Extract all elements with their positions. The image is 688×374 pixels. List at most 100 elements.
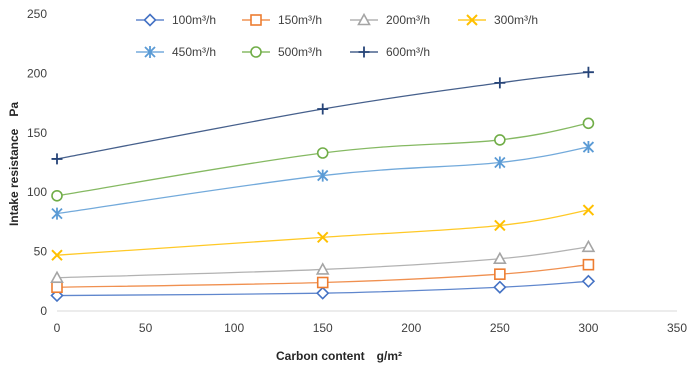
data-point <box>50 270 64 284</box>
y-axis-title: Intake resistance Pa <box>7 102 21 226</box>
data-point <box>143 13 157 27</box>
legend-item: 200m³/h <box>350 12 430 27</box>
point-marker <box>494 134 506 146</box>
point-marker <box>250 46 262 58</box>
data-point <box>582 66 594 78</box>
legend-label: 300m³/h <box>494 13 538 27</box>
legend-item: 300m³/h <box>458 13 538 27</box>
data-point <box>582 258 595 271</box>
data-point <box>582 141 595 154</box>
legend-item: 450m³/h <box>136 45 216 59</box>
point-marker <box>316 147 329 159</box>
point-marker <box>317 169 329 182</box>
point-marker <box>494 77 506 89</box>
x-tick-label: 200 <box>401 321 421 335</box>
data-point <box>317 103 329 115</box>
point-marker <box>316 276 329 289</box>
point-marker <box>51 249 63 261</box>
series-line <box>56 146 589 215</box>
x-tick-label: 150 <box>313 321 333 335</box>
series-line <box>56 246 589 279</box>
axes: 0 50 100 150 200 250 300 350 0 50 100 150 200 250 <box>27 7 687 335</box>
point-marker <box>317 231 329 244</box>
point-marker <box>250 14 262 26</box>
y-tick-label: 150 <box>27 126 47 140</box>
legend: 100m³/h 150m³/h 200m³/h 300m³/h 450m³/h 500m³… <box>136 12 538 59</box>
y-tick-label: 200 <box>27 66 47 80</box>
data-point <box>581 274 596 288</box>
data-point <box>582 117 595 130</box>
data-point <box>316 286 330 300</box>
data-point <box>493 251 507 265</box>
data-point <box>466 14 478 26</box>
legend-item: 500m³/h <box>242 45 322 59</box>
series <box>51 204 595 261</box>
data-point <box>494 156 506 169</box>
point-marker <box>494 156 506 169</box>
point-marker <box>51 189 63 202</box>
data-point <box>494 77 506 89</box>
legend-item: 600m³/h <box>350 45 430 59</box>
legend-label: 150m³/h <box>278 13 322 27</box>
point-marker <box>494 219 506 232</box>
y-tick-label: 0 <box>40 304 47 318</box>
x-tick-label: 50 <box>139 321 153 335</box>
point-marker <box>493 251 507 265</box>
x-axis-title: Carbon content g/m² <box>276 349 402 363</box>
data-point <box>494 134 506 146</box>
series-line <box>56 209 589 256</box>
point-marker <box>316 286 330 300</box>
series-line <box>56 71 589 160</box>
point-marker <box>51 153 63 165</box>
x-tick-label: 250 <box>490 321 510 335</box>
data-point <box>316 147 329 159</box>
data-point <box>358 46 370 58</box>
point-marker <box>582 141 595 154</box>
data-point <box>51 281 63 294</box>
data-point <box>582 204 595 216</box>
data-point <box>317 231 329 244</box>
data-point <box>493 280 507 294</box>
series <box>51 117 595 202</box>
data-point <box>357 12 371 26</box>
y-tick-label: 50 <box>34 245 48 259</box>
point-marker <box>466 14 478 26</box>
data-point <box>51 153 63 165</box>
point-marker <box>581 274 596 288</box>
data-point <box>494 219 506 232</box>
point-marker <box>358 46 370 58</box>
legend-item: 150m³/h <box>242 13 322 27</box>
legend-label: 500m³/h <box>278 45 322 59</box>
data-point <box>317 169 329 182</box>
series <box>51 258 595 294</box>
data-point <box>51 249 63 261</box>
series-line <box>56 264 589 288</box>
point-marker <box>582 204 595 216</box>
legend-label: 100m³/h <box>172 13 216 27</box>
legend-label: 600m³/h <box>386 45 430 59</box>
series <box>51 141 595 220</box>
point-marker <box>317 103 329 115</box>
point-marker <box>50 270 64 284</box>
data-point <box>494 268 506 280</box>
data-point <box>316 276 329 289</box>
data-point <box>51 189 63 202</box>
point-marker <box>357 12 371 26</box>
x-tick-label: 100 <box>224 321 244 335</box>
legend-label: 450m³/h <box>172 45 216 59</box>
y-tick-label: 250 <box>27 7 47 21</box>
data-point <box>581 239 596 253</box>
x-tick-label: 0 <box>54 321 61 335</box>
series <box>51 66 594 165</box>
point-marker <box>582 117 595 130</box>
legend-label: 200m³/h <box>386 13 430 27</box>
series-lines <box>50 66 596 303</box>
series-line <box>56 280 589 297</box>
point-marker <box>143 13 157 27</box>
data-point <box>250 14 262 26</box>
point-marker <box>581 239 596 253</box>
series-line <box>56 122 589 197</box>
point-marker <box>582 258 595 271</box>
data-point <box>315 262 330 275</box>
